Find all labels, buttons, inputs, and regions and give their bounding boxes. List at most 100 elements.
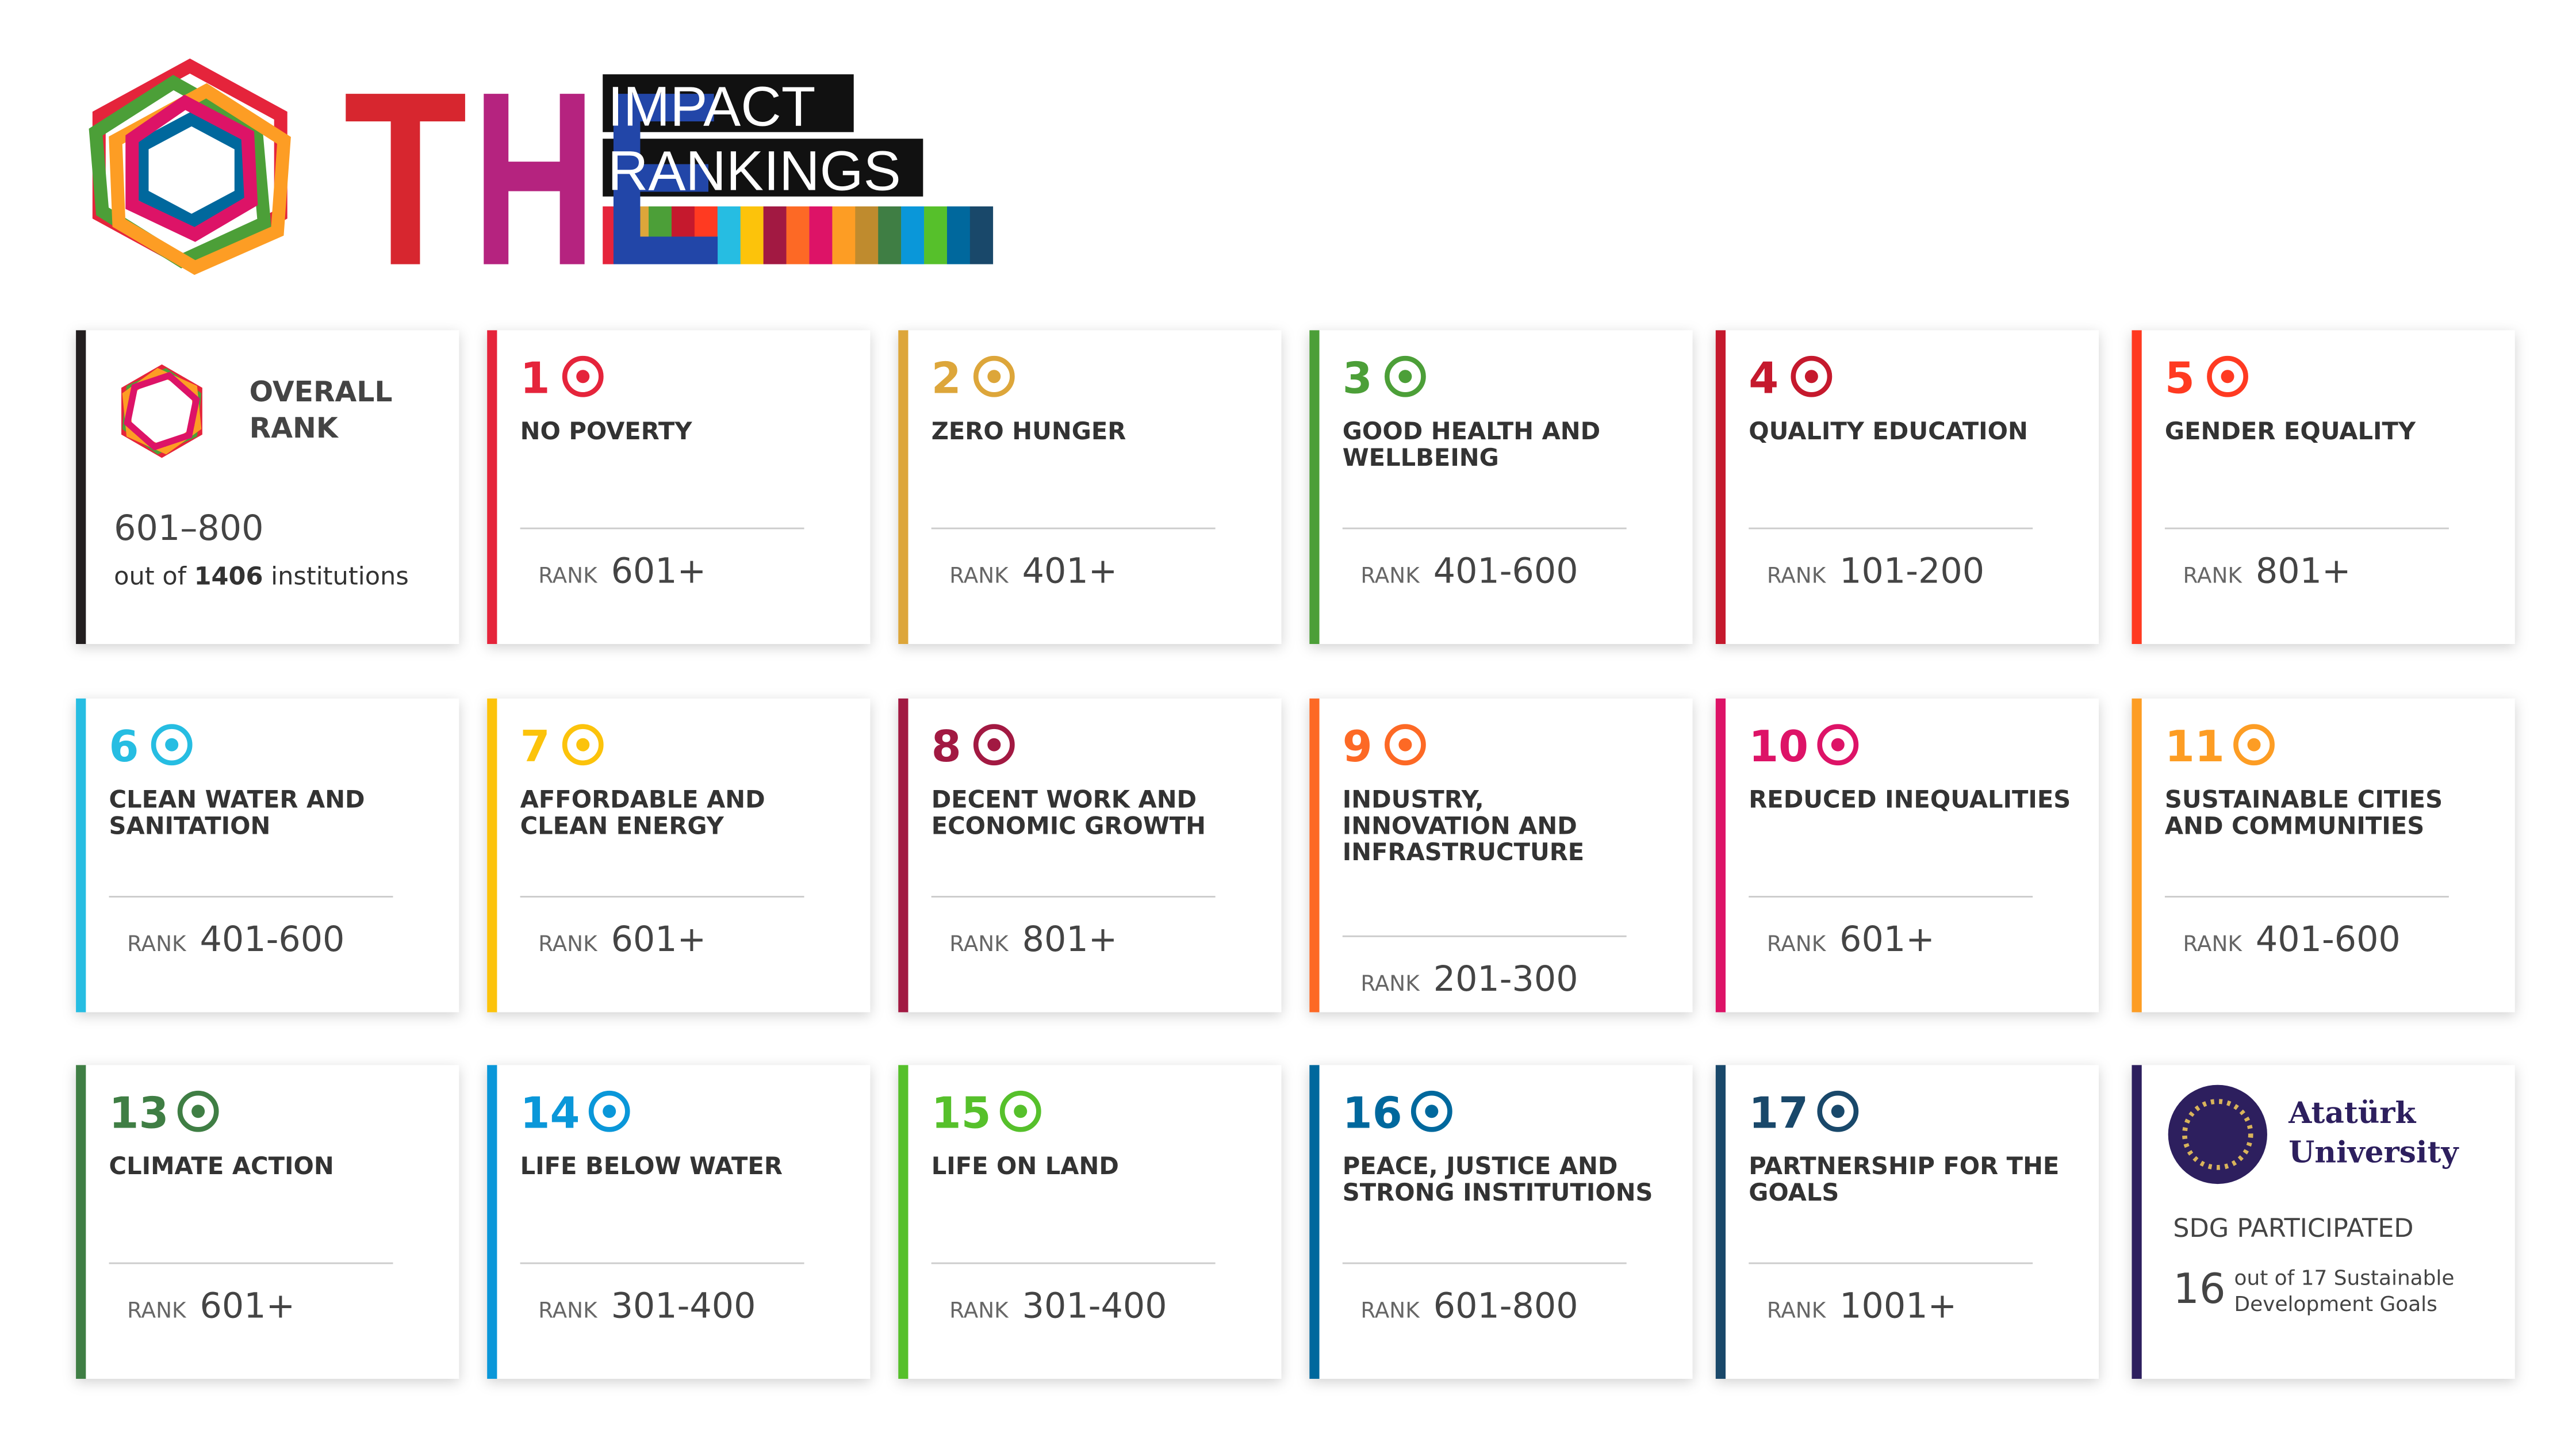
goal-icon-dot (987, 370, 1001, 384)
logo-rings (89, 58, 291, 275)
card-accent (1715, 330, 1726, 644)
goal-number: 13 (109, 1088, 169, 1138)
goal-title: WELLBEING (1343, 443, 1499, 471)
stripe-cell (878, 206, 902, 264)
goal-icon-dot (1398, 370, 1412, 384)
goal-icon-dot (603, 1105, 616, 1118)
rank-value: 601+ (200, 1286, 295, 1327)
rank-label: RANK (538, 931, 598, 956)
card-accent (76, 330, 86, 644)
goal-title: ECONOMIC GROWTH (931, 811, 1206, 839)
goal-icon (2207, 355, 2248, 397)
stripe-cell (740, 206, 764, 264)
goal-icon (177, 1090, 219, 1132)
goal-title: GENDER EQUALITY (2165, 417, 2416, 445)
stripe-cell (626, 206, 649, 264)
stripe-cell (832, 206, 856, 264)
rank-value: 401+ (1022, 551, 1118, 592)
goal-icon (2233, 724, 2275, 766)
goal-icon (1791, 355, 1833, 397)
goal-icon-dot (987, 738, 1001, 752)
university-name: Atatürk (2288, 1095, 2416, 1130)
stripe-cell (855, 206, 879, 264)
goal-number: 15 (931, 1088, 991, 1138)
sdg-count: 16 (2173, 1264, 2225, 1313)
goal-icon-dot (1425, 1105, 1439, 1118)
rank-label: RANK (538, 563, 598, 588)
goal-icon-dot (1804, 370, 1818, 384)
subtitle-box (603, 74, 854, 132)
card (76, 698, 459, 1013)
goal-title: LIFE BELOW WATER (520, 1152, 783, 1180)
rank-value: 301-400 (1022, 1286, 1167, 1327)
goal-icon (1410, 1090, 1452, 1132)
stripe-cell (924, 206, 948, 264)
card-accent (898, 330, 908, 644)
goal-title: SANITATION (109, 811, 271, 839)
goal-number: 8 (931, 722, 961, 772)
goal-title: AFFORDABLE AND (520, 785, 765, 813)
goal-icon-dot (1831, 1105, 1845, 1118)
card-accent (76, 1065, 86, 1379)
rank-label: RANK (1767, 1298, 1827, 1323)
note-start: out of (114, 562, 187, 591)
goal-title: LIFE ON LAND (931, 1152, 1119, 1180)
card-accent (487, 330, 497, 644)
goal-title: STRONG INSTITUTIONS (1343, 1178, 1653, 1206)
rank-label: RANK (1360, 1298, 1420, 1323)
goal-icon (1385, 724, 1426, 766)
stripe-cell (763, 206, 787, 264)
university-name: University (2288, 1135, 2459, 1170)
goal-icon (973, 724, 1015, 766)
goal-title: INDUSTRY, (1343, 785, 1484, 813)
goal-icon (1817, 1090, 1859, 1132)
rank-value: 401-600 (2256, 919, 2401, 960)
card (76, 1065, 459, 1379)
goal-number: 9 (1343, 722, 1373, 772)
goal-title: QUALITY EDUCATION (1749, 417, 2028, 445)
goal-icon (562, 724, 604, 766)
card-accent (2132, 1065, 2142, 1379)
goal-title: CLEAN WATER AND (109, 785, 365, 813)
sdg-label: SDG PARTICIPATED (2173, 1214, 2413, 1243)
goal-title: PARTNERSHIP FOR THE (1749, 1152, 2059, 1180)
goal-title: NO POVERTY (520, 417, 693, 445)
rank-value: 401-600 (200, 919, 344, 960)
goal-title: SUSTAINABLE CITIES (2165, 785, 2443, 813)
goal-icon-dot (191, 1105, 205, 1118)
goal-title: DECENT WORK AND (931, 785, 1197, 813)
goal-number: 4 (1749, 353, 1778, 403)
stripe-cell (649, 206, 672, 264)
card-accent (898, 1065, 908, 1379)
card (1309, 330, 1693, 644)
rank-label: RANK (2183, 931, 2243, 956)
stripe-cell (809, 206, 833, 264)
goal-icon (999, 1090, 1041, 1132)
goal-title: CLIMATE ACTION (109, 1152, 334, 1180)
card-accent (487, 1065, 497, 1379)
card (898, 330, 1282, 644)
rank-value: 801+ (1022, 919, 1118, 960)
card-accent (2132, 698, 2142, 1013)
goal-icon (973, 355, 1015, 397)
rank-value: 801+ (2256, 551, 2351, 592)
goal-number: 11 (2165, 722, 2225, 772)
goal-number: 10 (1749, 722, 1808, 772)
subtitle: IMPACT (608, 75, 816, 137)
goal-number: 16 (1343, 1088, 1402, 1138)
rank-value: 301-400 (611, 1286, 756, 1327)
card (898, 1065, 1282, 1379)
card (1715, 1065, 2099, 1379)
stripe-cell (671, 206, 695, 264)
goal-icon-dot (2247, 738, 2261, 752)
stripe-cell (717, 206, 741, 264)
rank-value: 601+ (611, 551, 707, 592)
card (1309, 698, 1693, 1013)
goal-icon (562, 355, 604, 397)
rank-label: RANK (1360, 971, 1420, 996)
logo-ring (124, 371, 200, 451)
goal-icon-dot (165, 738, 179, 752)
goal-number: 1 (520, 353, 550, 403)
